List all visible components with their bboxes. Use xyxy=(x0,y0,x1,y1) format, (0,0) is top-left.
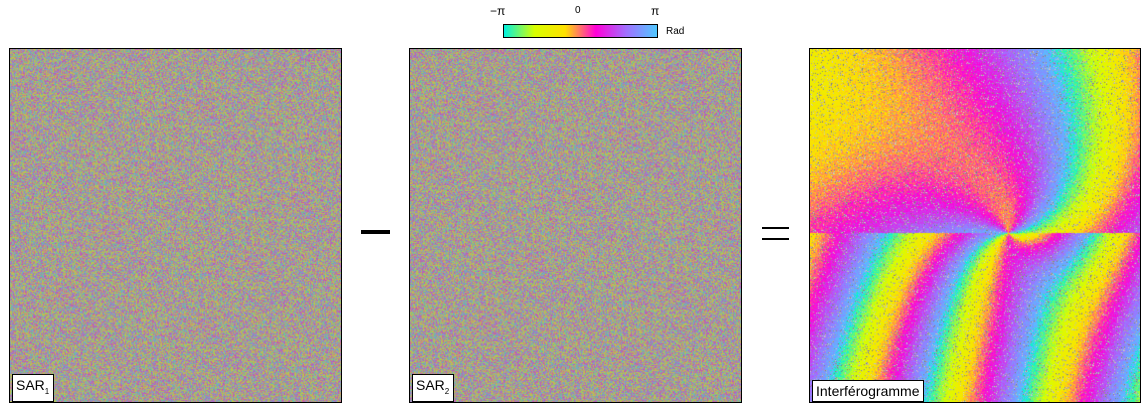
sar1-panel: SAR1 xyxy=(9,48,342,403)
sar1-phase-image xyxy=(10,49,341,402)
interferogram-panel: Interférogramme xyxy=(809,48,1141,403)
minus-operator xyxy=(361,230,390,234)
colorbar-tick-pi: π xyxy=(651,4,660,18)
phase-colorbar xyxy=(503,24,658,38)
sar1-label-text: SAR xyxy=(16,377,45,394)
sar2-label-subscript: 2 xyxy=(444,387,450,396)
equals-operator-bottom-bar xyxy=(762,238,789,240)
sar2-label: SAR2 xyxy=(412,374,455,402)
equals-operator-top-bar xyxy=(762,227,789,229)
colorbar-unit-label: Rad xyxy=(666,26,685,37)
sar2-phase-image xyxy=(410,49,741,402)
sar2-label-text: SAR xyxy=(416,377,445,394)
sar2-panel: SAR2 xyxy=(409,48,742,403)
sar1-label: SAR1 xyxy=(12,374,55,402)
interferogram-label-text: Interférogramme xyxy=(816,383,920,399)
colorbar-tick-zero: 0 xyxy=(575,5,581,16)
interferogram-image xyxy=(810,49,1140,402)
sar1-label-subscript: 1 xyxy=(44,387,50,396)
interferogram-label: Interférogramme xyxy=(812,380,925,402)
colorbar-tick-minus-pi: −π xyxy=(490,4,506,18)
